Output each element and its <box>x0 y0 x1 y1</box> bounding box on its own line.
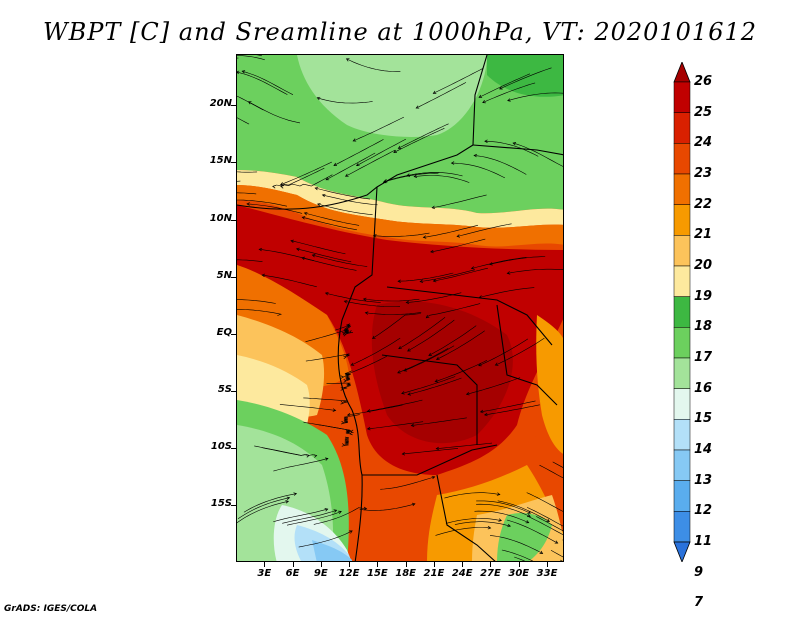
lat-tick-mark <box>231 162 236 163</box>
colorbar-label: 25 <box>694 105 712 120</box>
lon-tick-mark <box>490 562 491 567</box>
lon-tick-mark <box>462 562 463 567</box>
colorbar-swatch <box>674 174 690 205</box>
lon-tick-label: 9E <box>306 568 336 579</box>
lat-tick-label: EQ <box>192 327 232 338</box>
lat-tick-mark <box>231 448 236 449</box>
colorbar-swatch <box>674 358 690 389</box>
lat-tick-label: 10N <box>192 213 232 224</box>
lat-tick-mark <box>231 505 236 506</box>
colorbar-bottom-arrow <box>674 542 690 562</box>
colorbar-label: 20 <box>694 258 712 273</box>
lon-tick-mark <box>321 562 322 567</box>
lat-tick-label: 20N <box>192 98 232 109</box>
colorbar <box>672 62 692 566</box>
colorbar-label: 19 <box>694 289 712 304</box>
lon-tick-label: 6E <box>278 568 308 579</box>
lat-tick-mark <box>231 391 236 392</box>
colorbar-label: 17 <box>694 350 712 365</box>
lon-tick-mark <box>406 562 407 567</box>
colorbar-top-arrow <box>674 62 690 82</box>
lon-tick-mark <box>349 562 350 567</box>
colorbar-swatch <box>674 235 690 266</box>
colorbar-swatch <box>674 389 690 420</box>
colorbar-swatch <box>674 481 690 512</box>
colorbar-label: 13 <box>694 473 712 488</box>
colorbar-label: 12 <box>694 503 712 518</box>
lon-tick-mark <box>293 562 294 567</box>
lon-tick-mark <box>377 562 378 567</box>
colorbar-swatch <box>674 266 690 297</box>
lon-tick-label: 21E <box>419 568 449 579</box>
colorbar-swatch <box>674 419 690 450</box>
lat-tick-label: 5N <box>192 270 232 281</box>
colorbar-label: 16 <box>694 381 712 396</box>
colorbar-label: 7 <box>694 595 703 610</box>
colorbar-label: 21 <box>694 227 712 242</box>
colorbar-label: 14 <box>694 442 712 457</box>
colorbar-swatch <box>674 143 690 174</box>
lat-tick-mark <box>231 334 236 335</box>
lon-tick-mark <box>264 562 265 567</box>
lat-tick-label: 5S <box>192 384 232 395</box>
colorbar-label: 26 <box>694 74 712 89</box>
lon-tick-label: 12E <box>334 568 364 579</box>
lat-tick-mark <box>231 105 236 106</box>
lon-tick-label: 30E <box>504 568 534 579</box>
lon-tick-label: 18E <box>391 568 421 579</box>
colorbar-label: 15 <box>694 411 712 426</box>
colorbar-swatch <box>674 205 690 236</box>
colorbar-swatch <box>674 82 690 113</box>
colorbar-swatch <box>674 297 690 328</box>
colorbar-swatches <box>672 62 692 562</box>
colorbar-swatch <box>674 113 690 144</box>
lon-tick-mark <box>519 562 520 567</box>
colorbar-label: 23 <box>694 166 712 181</box>
lat-tick-mark <box>231 220 236 221</box>
colorbar-label: 18 <box>694 319 712 334</box>
colorbar-swatch <box>674 450 690 481</box>
lon-tick-mark <box>547 562 548 567</box>
colorbar-label: 9 <box>694 565 703 580</box>
map-panel <box>236 54 564 562</box>
lat-tick-mark <box>231 277 236 278</box>
wbpt-field <box>237 55 564 562</box>
lon-tick-label: 24E <box>447 568 477 579</box>
colorbar-label: 22 <box>694 197 712 212</box>
lon-tick-label: 15E <box>362 568 392 579</box>
colorbar-swatch <box>674 327 690 358</box>
lat-tick-label: 15S <box>192 498 232 509</box>
colorbar-label: 24 <box>694 135 712 150</box>
chart-title: WBPT [C] and Sreamline at 1000hPa, VT: 2… <box>0 18 800 46</box>
colorbar-label: 11 <box>694 534 712 549</box>
lon-tick-label: 27E <box>475 568 505 579</box>
colorbar-swatch <box>674 511 690 542</box>
lon-tick-mark <box>434 562 435 567</box>
lat-tick-label: 10S <box>192 441 232 452</box>
lon-tick-label: 33E <box>532 568 562 579</box>
lon-tick-label: 3E <box>249 568 279 579</box>
credit-text: GrADS: IGES/COLA <box>4 604 97 614</box>
lat-tick-label: 15N <box>192 155 232 166</box>
